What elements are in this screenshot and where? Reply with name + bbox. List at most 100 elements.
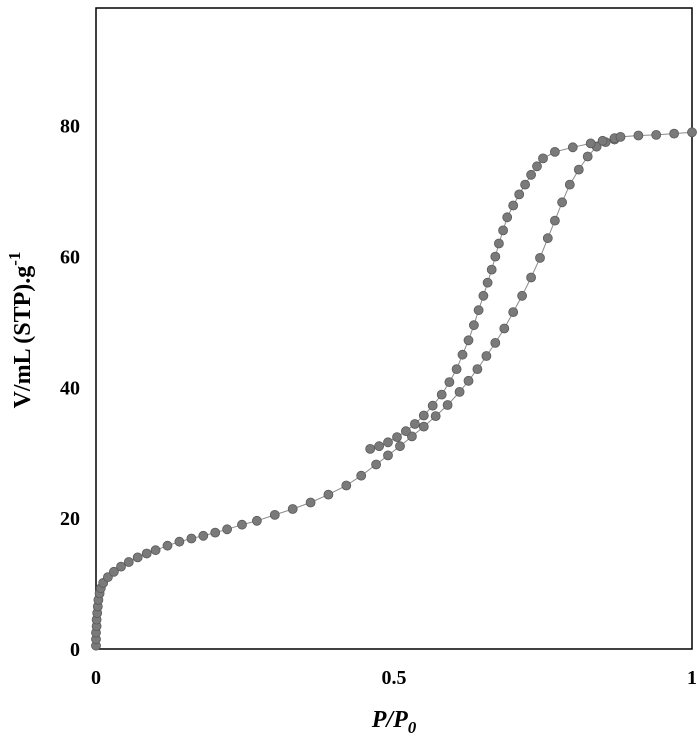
data-point xyxy=(490,251,501,262)
data-point xyxy=(305,497,316,508)
data-point xyxy=(468,320,479,331)
y-tick-labels: 0 20 40 60 80 xyxy=(60,116,80,661)
data-point xyxy=(508,307,519,318)
data-point xyxy=(526,272,536,283)
data-point xyxy=(597,135,608,146)
y-tick-label: 80 xyxy=(60,116,80,138)
data-point xyxy=(251,515,262,526)
data-point xyxy=(633,130,644,141)
data-point xyxy=(210,527,221,538)
x-axis-title-subscript: 0 xyxy=(408,718,417,737)
data-point xyxy=(473,305,484,316)
data-point xyxy=(383,450,393,461)
data-point xyxy=(498,225,509,236)
data-point xyxy=(557,197,567,208)
data-point xyxy=(451,364,462,375)
data-point xyxy=(582,151,593,162)
data-point xyxy=(237,519,247,530)
data-point xyxy=(116,561,126,572)
data-point xyxy=(287,504,298,514)
data-point xyxy=(550,146,560,157)
data-point xyxy=(535,252,545,263)
y-tick-label: 0 xyxy=(70,639,80,661)
data-point xyxy=(141,548,152,559)
data-point xyxy=(395,441,405,452)
series-1-line xyxy=(370,137,615,450)
data-point xyxy=(463,375,474,386)
data-point xyxy=(150,545,161,556)
x-tick-label: 0.5 xyxy=(382,667,407,689)
data-point xyxy=(371,459,382,470)
data-point xyxy=(269,510,280,520)
data-point xyxy=(532,161,542,172)
data-point xyxy=(123,557,134,567)
data-point xyxy=(418,421,429,432)
series-lines xyxy=(95,131,693,646)
data-point xyxy=(517,290,527,301)
data-point xyxy=(356,470,367,481)
data-point xyxy=(392,432,402,443)
data-point xyxy=(457,349,468,360)
data-point xyxy=(493,238,504,249)
data-point xyxy=(109,566,119,577)
data-point xyxy=(526,169,536,180)
data-point xyxy=(615,131,626,142)
data-point xyxy=(499,323,510,334)
data-point xyxy=(198,530,209,541)
data-point xyxy=(323,489,334,500)
data-point xyxy=(550,215,560,226)
data-point xyxy=(341,480,352,491)
y-tick-label: 20 xyxy=(60,508,80,530)
data-point xyxy=(186,533,197,544)
y-axis-title-superscript: -1 xyxy=(5,252,24,266)
plot-frame xyxy=(95,7,693,650)
data-point xyxy=(567,142,578,153)
y-axis-title-main: V/mL (STP).g xyxy=(10,266,36,409)
data-point xyxy=(383,437,393,448)
y-tick-label: 60 xyxy=(60,247,80,269)
x-tick-label: 0 xyxy=(91,667,101,689)
data-point xyxy=(520,179,530,190)
data-point xyxy=(573,164,584,175)
data-point xyxy=(478,290,489,301)
data-point xyxy=(502,212,513,223)
data-point xyxy=(490,337,501,348)
data-point xyxy=(132,552,143,563)
data-point xyxy=(538,153,548,164)
data-point xyxy=(486,264,497,275)
series-0-line xyxy=(95,139,615,646)
x-tick-labels: 0 0.5 1 xyxy=(91,667,697,689)
data-point xyxy=(174,536,185,547)
data-point xyxy=(454,386,465,397)
data-point xyxy=(444,377,455,388)
x-axis-title: P/P0 xyxy=(371,707,417,737)
data-point xyxy=(427,400,438,411)
data-point xyxy=(482,277,493,288)
data-point xyxy=(436,389,447,400)
data-point xyxy=(430,411,441,422)
data-point xyxy=(669,128,679,139)
data-point xyxy=(365,443,376,454)
data-point xyxy=(463,335,474,346)
data-point xyxy=(162,540,173,551)
data-point xyxy=(508,200,519,211)
data-point xyxy=(651,129,662,140)
y-axis-title: V/mL (STP).g-1 xyxy=(5,252,36,409)
data-point xyxy=(418,410,429,421)
data-point xyxy=(442,400,453,410)
x-tick-label: 1 xyxy=(687,667,697,689)
data-point xyxy=(687,127,697,138)
data-point xyxy=(542,233,553,244)
data-point xyxy=(564,179,575,190)
data-point xyxy=(514,189,525,200)
data-point xyxy=(585,138,596,149)
data-point xyxy=(481,351,492,361)
data-point xyxy=(374,441,385,452)
series-markers xyxy=(91,127,697,651)
data-point xyxy=(472,364,483,375)
data-point xyxy=(409,419,420,429)
data-point xyxy=(400,426,411,437)
data-point xyxy=(222,524,233,535)
x-axis-title-main: P/P xyxy=(371,707,408,733)
